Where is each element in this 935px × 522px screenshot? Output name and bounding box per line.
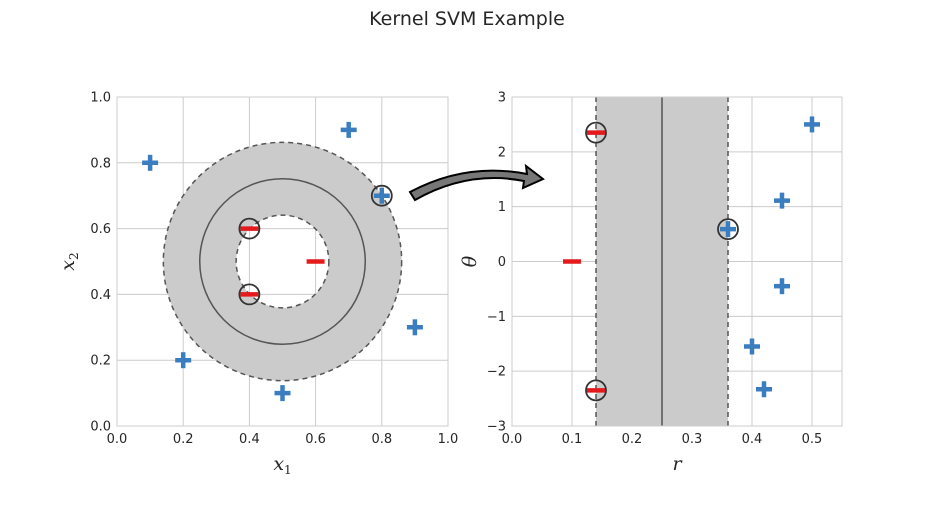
- transform-arrow: [408, 163, 545, 202]
- x-axis-label: x1: [273, 453, 291, 477]
- x-tick-label: 0.1: [562, 432, 583, 447]
- x-tick-label: 0.4: [239, 432, 260, 447]
- x-tick-label: 0.6: [305, 432, 326, 447]
- y-axis-label: θ: [459, 255, 481, 267]
- x-tick-label: 0.8: [371, 432, 392, 447]
- plus-marker: [175, 352, 192, 369]
- x-tick-label: 0.0: [107, 432, 128, 447]
- x-axis-label-subscript: 1: [284, 463, 292, 477]
- y-tick-label: −1: [487, 310, 506, 325]
- margin-outer-boundary: [162, 141, 403, 382]
- arrow-icon: [408, 163, 545, 202]
- y-tick-label: 0.0: [90, 420, 111, 435]
- x-tick-label: 0.0: [502, 432, 523, 447]
- support-vector-ring: [238, 217, 261, 240]
- x-tick-label: 0.4: [742, 432, 763, 447]
- y-tick-label: 0.4: [90, 288, 111, 303]
- plus-marker: [774, 278, 790, 295]
- y-tick-label: 1: [498, 200, 506, 215]
- support-vector-ring: [585, 121, 607, 144]
- x-tick-label: 1.0: [438, 432, 459, 447]
- support-vector-ring: [585, 379, 607, 402]
- y-axis-label-subscript: 2: [67, 252, 81, 260]
- plus-marker: [756, 381, 772, 398]
- y-tick-label: −3: [487, 420, 506, 435]
- plus-marker: [804, 116, 820, 133]
- x-axis-label: r: [672, 453, 683, 475]
- x-tick-label: 0.2: [173, 432, 194, 447]
- panel-polar: 0.0 0.1 0.2 0.3 0.4 0.5 −3 −2 −1 0 1 2 3 r θ: [459, 91, 843, 475]
- y-axis-label: x2: [57, 252, 81, 270]
- y-tick-label: 0.2: [90, 354, 111, 369]
- x-tick-label: 0.2: [622, 432, 643, 447]
- support-vector-ring: [370, 184, 393, 207]
- plus-marker: [744, 338, 760, 355]
- margin-band: [163, 142, 402, 381]
- plus-marker: [274, 385, 291, 402]
- axes-frame: [511, 96, 843, 427]
- support-vector-ring: [238, 283, 261, 306]
- figure-title: Kernel SVM Example: [369, 8, 565, 30]
- panel-cartesian: 0.0 0.2 0.4 0.6 0.8 1.0 0.0 0.2 0.4 0.6 0.8 1.0 x1 x2: [57, 91, 458, 478]
- y-tick-label: 3: [498, 91, 506, 106]
- y-tick-label: 0.6: [90, 222, 111, 237]
- y-tick-label: 0.8: [90, 156, 111, 171]
- decision-boundary: [199, 178, 366, 345]
- support-vector-ring: [717, 218, 739, 241]
- plus-marker: [340, 121, 357, 138]
- y-tick-label: 2: [498, 145, 506, 160]
- plus-marker: [373, 187, 390, 204]
- y-tick-label: −2: [487, 365, 506, 380]
- x-tick-label: 0.3: [682, 432, 703, 447]
- plus-marker: [774, 192, 790, 209]
- margin-inner-boundary: [235, 214, 330, 309]
- plus-marker: [720, 221, 736, 238]
- plus-marker: [142, 154, 159, 171]
- axes-frame: [116, 96, 449, 427]
- plus-marker: [406, 319, 423, 336]
- y-tick-label: 0: [498, 255, 506, 270]
- y-tick-label: 1.0: [90, 91, 111, 106]
- x-tick-label: 0.5: [802, 432, 823, 447]
